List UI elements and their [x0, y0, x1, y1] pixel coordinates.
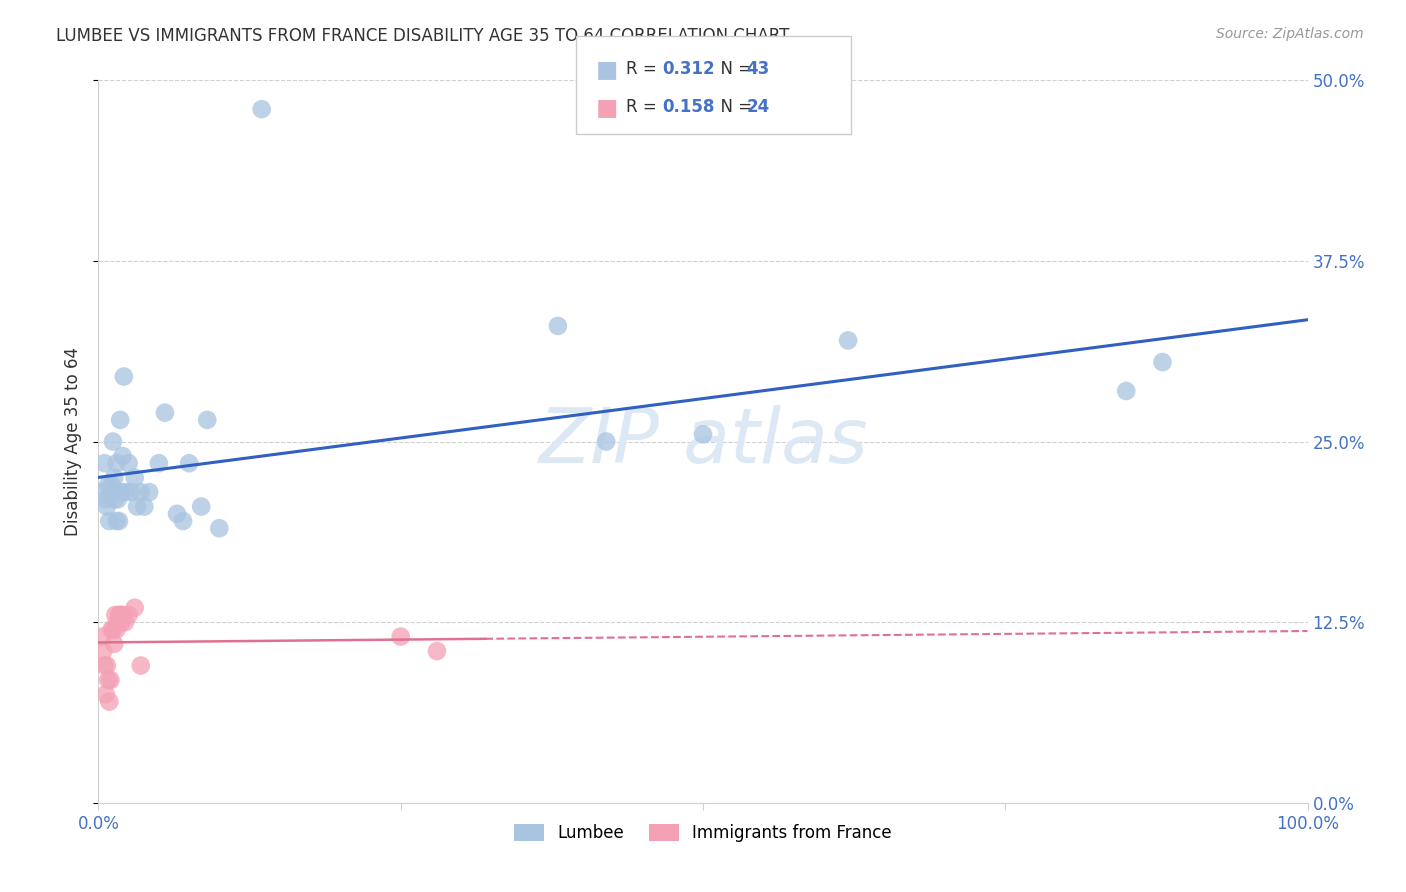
Point: [1152, 355, 1174, 369]
Point: [98, 695, 121, 709]
Point: [127, 500, 149, 514]
Point: [100, 485, 122, 500]
Text: ZIP atlas: ZIP atlas: [538, 405, 868, 478]
Point: [118, 456, 141, 470]
Point: [195, 413, 218, 427]
Point: [97, 673, 120, 687]
Point: [97, 478, 120, 492]
Point: [101, 434, 124, 449]
Point: [107, 492, 129, 507]
Text: LUMBEE VS IMMIGRANTS FROM FRANCE DISABILITY AGE 35 TO 64 CORRELATION CHART: LUMBEE VS IMMIGRANTS FROM FRANCE DISABIL…: [56, 27, 790, 45]
Point: [93, 658, 115, 673]
Point: [112, 369, 135, 384]
Point: [91, 644, 114, 658]
Point: [547, 318, 569, 333]
Point: [134, 500, 156, 514]
Point: [172, 514, 194, 528]
Point: [91, 485, 114, 500]
Text: ▪: ▪: [595, 52, 619, 86]
Point: [837, 334, 859, 348]
Text: N =: N =: [710, 60, 758, 78]
Point: [118, 607, 141, 622]
Point: [98, 514, 121, 528]
Point: [94, 492, 117, 507]
Point: [114, 485, 136, 500]
Text: 0.312: 0.312: [662, 60, 714, 78]
Point: [124, 600, 146, 615]
Point: [111, 449, 134, 463]
Point: [110, 615, 132, 630]
Point: [124, 470, 146, 484]
Point: [389, 630, 412, 644]
Text: 0.158: 0.158: [662, 98, 714, 116]
Point: [190, 500, 212, 514]
Text: R =: R =: [626, 60, 662, 78]
Point: [148, 456, 170, 470]
Text: Source: ZipAtlas.com: Source: ZipAtlas.com: [1216, 27, 1364, 41]
Text: 24: 24: [747, 98, 770, 116]
Point: [105, 623, 128, 637]
Point: [96, 658, 118, 673]
Point: [595, 434, 617, 449]
Point: [105, 514, 128, 528]
Point: [103, 492, 125, 507]
Point: [129, 485, 152, 500]
Point: [100, 623, 122, 637]
Point: [120, 485, 142, 500]
Point: [153, 406, 176, 420]
Point: [129, 658, 152, 673]
Point: [100, 673, 122, 687]
Point: [91, 630, 114, 644]
Point: [108, 607, 131, 622]
Text: ▪: ▪: [595, 90, 619, 124]
Point: [93, 456, 115, 470]
Text: N =: N =: [710, 98, 758, 116]
Y-axis label: Disability Age 35 to 64: Disability Age 35 to 64: [65, 347, 83, 536]
Point: [108, 607, 131, 622]
Point: [105, 456, 128, 470]
Point: [108, 413, 131, 427]
Point: [1115, 384, 1137, 398]
Point: [166, 507, 188, 521]
Point: [94, 687, 117, 701]
Point: [107, 615, 129, 630]
Point: [103, 470, 125, 484]
Point: [692, 427, 714, 442]
Point: [179, 456, 201, 470]
Point: [101, 623, 124, 637]
Point: [111, 607, 134, 622]
Point: [108, 514, 131, 528]
Text: R =: R =: [626, 98, 662, 116]
Point: [104, 485, 127, 500]
Point: [114, 615, 136, 630]
Point: [250, 102, 273, 116]
Point: [426, 644, 449, 658]
Point: [138, 485, 160, 500]
Point: [110, 485, 132, 500]
Point: [96, 500, 118, 514]
Point: [208, 521, 231, 535]
Text: 43: 43: [747, 60, 770, 78]
Legend: Lumbee, Immigrants from France: Lumbee, Immigrants from France: [508, 817, 898, 848]
Point: [104, 607, 127, 622]
Point: [100, 478, 122, 492]
Point: [103, 637, 125, 651]
